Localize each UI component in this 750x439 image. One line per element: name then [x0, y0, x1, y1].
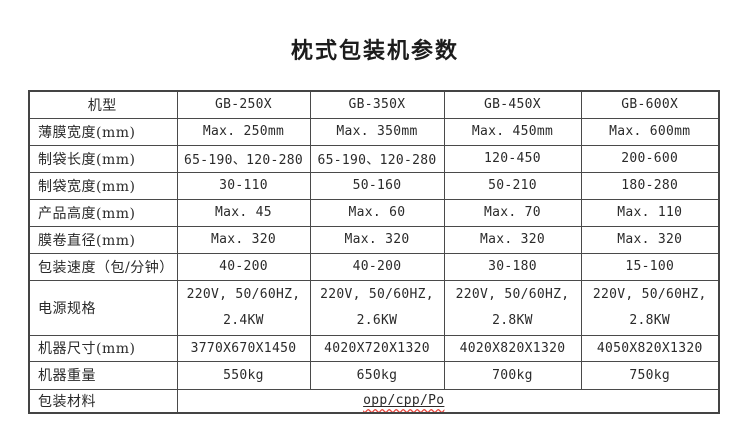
spec-cell: Max. 70: [443, 198, 582, 227]
row-product-height: 产品高度(mm) Max. 45 Max. 60 Max. 70 Max. 11…: [28, 198, 720, 227]
spec-cell: 4020X820X1320: [443, 334, 582, 362]
spec-cell: Max. 250mm: [176, 117, 311, 146]
packing-material-link[interactable]: opp/cpp/Po: [363, 393, 444, 408]
spec-cell: Max. 450mm: [443, 117, 582, 146]
row-label: 制袋宽度(mm): [28, 171, 178, 200]
header-gb-250x: GB-250X: [176, 90, 311, 119]
header-model-label: 机型: [28, 90, 178, 119]
spec-cell: 40-200: [309, 252, 445, 281]
spec-cell: Max. 110: [580, 198, 720, 227]
spec-cell: 3770X670X1450: [176, 334, 311, 362]
packing-material-cell: opp/cpp/Po: [176, 388, 720, 414]
row-label: 包装速度（包/分钟）: [28, 252, 178, 281]
spec-cell: Max. 320: [580, 225, 720, 254]
row-packing-material: 包装材料 opp/cpp/Po: [28, 388, 720, 414]
row-power-spec: 电源规格 220V, 50/60HZ, 2.4KW 220V, 50/60HZ,…: [28, 279, 720, 336]
spec-cell: Max. 320: [176, 225, 311, 254]
row-machine-weight: 机器重量 550kg 650kg 700kg 750kg: [28, 360, 720, 390]
spec-cell: 30-180: [443, 252, 582, 281]
header-row: 机型 GB-250X GB-350X GB-450X GB-600X: [28, 90, 720, 119]
row-label: 机器重量: [28, 360, 178, 390]
header-gb-450x: GB-450X: [443, 90, 582, 119]
row-label: 电源规格: [28, 279, 178, 336]
header-gb-600x: GB-600X: [580, 90, 720, 119]
spec-cell: 650kg: [309, 360, 445, 390]
spec-cell: 4020X720X1320: [309, 334, 445, 362]
spec-cell: 40-200: [176, 252, 311, 281]
header-gb-350x: GB-350X: [309, 90, 445, 119]
spec-cell: Max. 320: [443, 225, 582, 254]
row-bag-width: 制袋宽度(mm) 30-110 50-160 50-210 180-280: [28, 171, 720, 200]
spec-cell: 4050X820X1320: [580, 334, 720, 362]
spec-cell: 700kg: [443, 360, 582, 390]
row-packing-speed: 包装速度（包/分钟） 40-200 40-200 30-180 15-100: [28, 252, 720, 281]
spec-cell: 180-280: [580, 171, 720, 200]
spec-table: 机型 GB-250X GB-350X GB-450X GB-600X 薄膜宽度(…: [28, 90, 720, 414]
packing-material-link-text: opp/cpp/Po: [363, 393, 445, 409]
spec-cell: 220V, 50/60HZ, 2.6KW: [309, 279, 445, 336]
spec-cell: Max. 320: [309, 225, 445, 254]
spec-cell: Max. 600mm: [580, 117, 720, 146]
row-film-width: 薄膜宽度(mm) Max. 250mm Max. 350mm Max. 450m…: [28, 117, 720, 146]
page-title: 枕式包装机参数: [290, 38, 459, 64]
row-label: 产品高度(mm): [28, 198, 178, 227]
spec-cell: Max. 350mm: [309, 117, 445, 146]
row-label: 机器尺寸(mm): [28, 334, 178, 362]
row-roll-diameter: 膜卷直径(mm) Max. 320 Max. 320 Max. 320 Max.…: [28, 225, 720, 254]
spec-cell: Max. 60: [309, 198, 445, 227]
spec-cell: 120-450: [443, 144, 582, 173]
spec-cell: 220V, 50/60HZ, 2.4KW: [176, 279, 311, 336]
spec-cell: 200-600: [580, 144, 720, 173]
spec-cell: 15-100: [580, 252, 720, 281]
spec-cell: 220V, 50/60HZ, 2.8KW: [443, 279, 582, 336]
row-machine-size: 机器尺寸(mm) 3770X670X1450 4020X720X1320 402…: [28, 334, 720, 362]
spec-cell: 30-110: [176, 171, 311, 200]
spec-cell: 65-190、120-280: [309, 144, 445, 173]
spec-cell: 220V, 50/60HZ, 2.8KW: [580, 279, 720, 336]
spec-cell: 50-160: [309, 171, 445, 200]
row-label: 薄膜宽度(mm): [28, 117, 178, 146]
spec-cell: 750kg: [580, 360, 720, 390]
row-bag-length: 制袋长度(mm) 65-190、120-280 65-190、120-280 1…: [28, 144, 720, 173]
spec-cell: Max. 45: [176, 198, 311, 227]
row-label: 制袋长度(mm): [28, 144, 178, 173]
spec-cell: 65-190、120-280: [176, 144, 311, 173]
spec-cell: 550kg: [176, 360, 311, 390]
spec-cell: 50-210: [443, 171, 582, 200]
row-label: 膜卷直径(mm): [28, 225, 178, 254]
row-label: 包装材料: [28, 388, 178, 414]
